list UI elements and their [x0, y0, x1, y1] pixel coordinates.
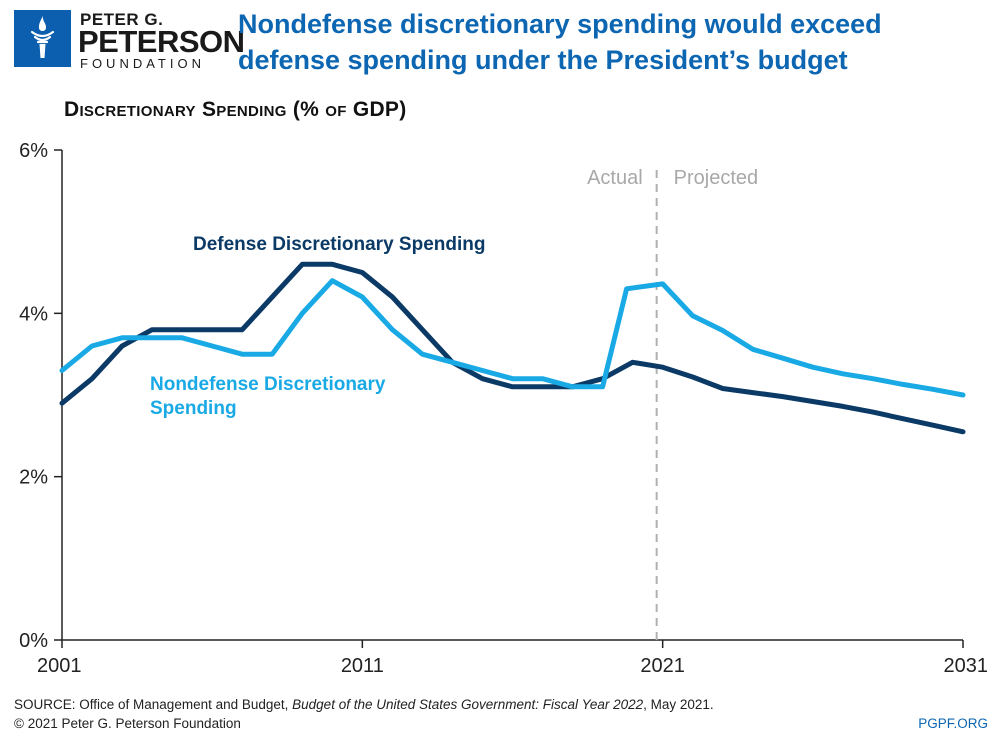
source-suffix: , May 2021.: [643, 697, 714, 712]
data-point: [120, 336, 124, 340]
data-point: [901, 382, 905, 386]
data-point: [480, 377, 484, 381]
data-point: [841, 372, 845, 376]
y-tick-label: 6%: [19, 140, 48, 162]
data-point: [631, 360, 635, 364]
logo-line-2: PETERSON: [78, 24, 245, 59]
series-line-nondefense: [59, 278, 966, 398]
data-point: [661, 365, 665, 369]
data-point: [420, 352, 424, 356]
data-point: [511, 385, 515, 389]
data-point: [541, 385, 545, 389]
data-point: [781, 356, 785, 360]
x-tick-label: 2031: [944, 655, 989, 677]
data-point: [270, 295, 274, 299]
data-point: [90, 377, 94, 381]
data-point: [751, 347, 755, 351]
data-point: [240, 352, 244, 356]
headline: Nondefense discretionary spending would …: [238, 9, 882, 75]
data-point: [961, 430, 965, 434]
source-document: Budget of the United States Government: …: [292, 697, 644, 712]
series-label-nondefense: Spending: [150, 398, 237, 419]
data-point: [601, 385, 605, 389]
data-point: [420, 328, 424, 332]
data-point: [180, 336, 184, 340]
logo-line-1: PETER G.: [80, 10, 164, 29]
data-point: [60, 401, 64, 405]
data-point: [210, 344, 214, 348]
data-point: [841, 404, 845, 408]
data-point: [210, 328, 214, 332]
data-point: [270, 352, 274, 356]
data-point: [240, 328, 244, 332]
x-tick-label: 2001: [37, 655, 82, 677]
data-point: [961, 393, 965, 397]
data-point: [150, 328, 154, 332]
data-point: [901, 417, 905, 421]
data-point: [390, 295, 394, 299]
copyright: © 2021 Peter G. Peterson Foundation: [14, 716, 241, 731]
data-point: [541, 377, 545, 381]
data-point: [360, 295, 364, 299]
data-point: [180, 328, 184, 332]
data-point: [330, 262, 334, 266]
data-point: [90, 344, 94, 348]
x-tick-label: 2021: [640, 655, 685, 677]
data-point: [625, 287, 629, 291]
site-link[interactable]: PGPF.ORG: [918, 716, 988, 731]
torch-logo-icon: [14, 10, 71, 67]
data-point: [931, 423, 935, 427]
data-point: [811, 400, 815, 404]
data-point: [300, 262, 304, 266]
foundation-logo[interactable]: PETER G. PETERSON FOUNDATION: [14, 10, 245, 72]
data-point: [450, 360, 454, 364]
data-point: [751, 391, 755, 395]
data-point: [330, 279, 334, 283]
data-point: [691, 314, 695, 318]
source-note: SOURCE: Office of Management and Budget,…: [14, 697, 974, 712]
chart-title: Discretionary Spending (% of GDP): [64, 98, 407, 121]
data-point: [871, 410, 875, 414]
data-point: [150, 336, 154, 340]
data-point: [721, 386, 725, 390]
data-point: [811, 365, 815, 369]
series-label-nondefense: Nondefense Discretionary: [150, 374, 386, 395]
data-point: [60, 369, 64, 373]
data-point: [300, 311, 304, 315]
data-point: [511, 377, 515, 381]
series-line-defense: [59, 261, 966, 435]
source-prefix: SOURCE: Office of Management and Budget,: [14, 697, 293, 712]
data-point: [390, 328, 394, 332]
data-point: [781, 395, 785, 399]
data-point: [480, 369, 484, 373]
x-tick-label: 2011: [341, 655, 384, 677]
data-point: [721, 328, 725, 332]
y-tick-label: 2%: [19, 467, 48, 489]
data-point: [360, 271, 364, 275]
y-tick-label: 0%: [19, 630, 48, 652]
series-label-defense: Defense Discretionary Spending: [193, 234, 485, 255]
data-point: [661, 282, 665, 286]
logo-line-3: FOUNDATION: [80, 56, 205, 71]
data-point: [871, 377, 875, 381]
y-tick-label: 4%: [19, 303, 48, 325]
projected-label: Projected: [674, 167, 759, 189]
data-point: [691, 375, 695, 379]
data-point: [571, 385, 575, 389]
data-point: [931, 387, 935, 391]
data-point: [120, 344, 124, 348]
actual-label: Actual: [587, 167, 643, 189]
